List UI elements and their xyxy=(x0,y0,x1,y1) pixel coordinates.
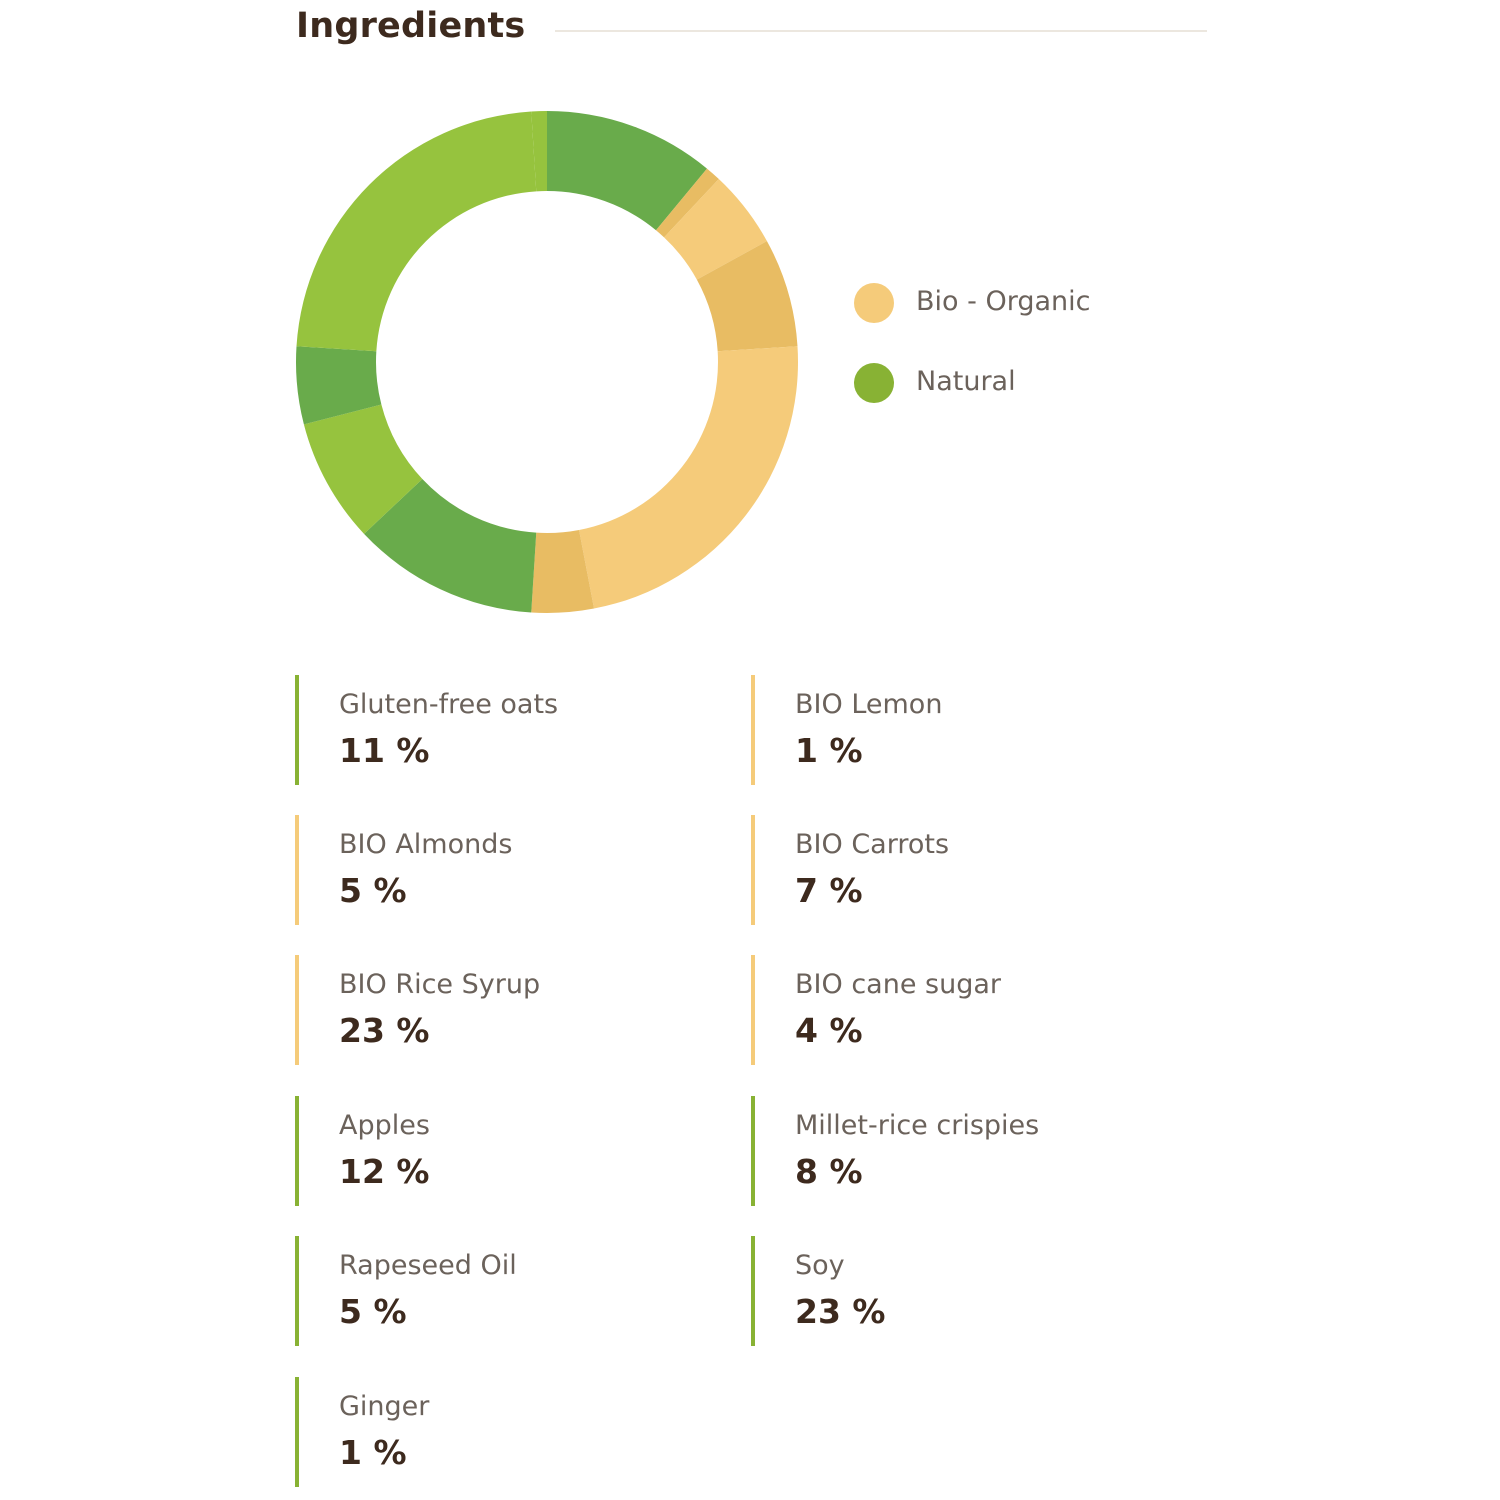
donut-slice-bio-carrots xyxy=(696,241,798,352)
donut-slice-bio-lemon xyxy=(655,168,719,238)
ingredient-percent: 1 % xyxy=(795,731,863,770)
category-bar xyxy=(295,1096,299,1206)
donut-slice-gluten-free-oats xyxy=(547,111,707,231)
ingredient-name: Ginger xyxy=(339,1391,430,1422)
ingredient-percent: 11 % xyxy=(339,731,430,770)
ingredient-percent: 8 % xyxy=(795,1152,863,1191)
category-bar xyxy=(751,815,755,925)
ingredient-name: Rapeseed Oil xyxy=(339,1250,517,1281)
ingredient-name: Apples xyxy=(339,1110,430,1141)
ingredient-item: Soy 23 % xyxy=(751,1236,1151,1346)
heading-divider xyxy=(555,30,1207,32)
ingredient-percent: 5 % xyxy=(339,871,407,910)
ingredient-percent: 4 % xyxy=(795,1011,863,1050)
section-heading: Ingredients xyxy=(296,6,526,46)
ingredient-name: BIO Lemon xyxy=(795,689,943,720)
donut-slice-apples xyxy=(364,479,537,613)
ingredient-name: BIO Almonds xyxy=(339,829,513,860)
legend-label-natural: Natural xyxy=(916,366,1016,397)
donut-slice-bio-almonds xyxy=(664,179,767,280)
ingredient-item: BIO cane sugar 4 % xyxy=(751,955,1151,1065)
ingredient-item: Ginger 1 % xyxy=(295,1377,695,1487)
ingredient-item: Apples 12 % xyxy=(295,1096,695,1206)
donut-slice-bio-rice-syrup xyxy=(579,346,799,609)
ingredient-name: Gluten-free oats xyxy=(339,689,559,720)
ingredient-name: BIO Rice Syrup xyxy=(339,969,541,1000)
ingredient-name: BIO Carrots xyxy=(795,829,950,860)
category-bar xyxy=(295,815,299,925)
donut-slice-ginger xyxy=(531,111,547,192)
donut-slice-millet-rice-crispies xyxy=(303,404,423,534)
legend-swatch-organic xyxy=(854,283,894,323)
ingredient-percent: 12 % xyxy=(339,1152,430,1191)
donut-slice-rapeseed-oil xyxy=(296,346,382,425)
category-bar xyxy=(751,955,755,1065)
ingredient-name: Millet-rice crispies xyxy=(795,1110,1040,1141)
ingredients-donut-chart xyxy=(296,111,799,613)
ingredient-item: Rapeseed Oil 5 % xyxy=(295,1236,695,1346)
ingredient-item: Millet-rice crispies 8 % xyxy=(751,1096,1151,1206)
legend-swatch-natural xyxy=(854,363,894,403)
ingredient-percent: 5 % xyxy=(339,1292,407,1331)
ingredient-item: BIO Almonds 5 % xyxy=(295,815,695,925)
ingredient-name: Soy xyxy=(795,1250,845,1281)
category-bar xyxy=(295,1377,299,1487)
category-bar xyxy=(751,675,755,785)
ingredient-item: Gluten-free oats 11 % xyxy=(295,675,695,785)
category-bar xyxy=(295,675,299,785)
category-bar xyxy=(751,1096,755,1206)
donut-slice-soy xyxy=(296,111,537,352)
ingredient-item: BIO Lemon 1 % xyxy=(751,675,1151,785)
ingredient-item: BIO Carrots 7 % xyxy=(751,815,1151,925)
legend-label-organic: Bio - Organic xyxy=(916,286,1091,317)
donut-slice-bio-cane-sugar xyxy=(531,529,595,613)
ingredient-percent: 23 % xyxy=(339,1011,430,1050)
ingredient-name: BIO cane sugar xyxy=(795,969,1001,1000)
ingredient-percent: 7 % xyxy=(795,871,863,910)
category-bar xyxy=(295,1236,299,1346)
ingredient-percent: 1 % xyxy=(339,1433,407,1472)
category-bar xyxy=(751,1236,755,1346)
ingredient-item: BIO Rice Syrup 23 % xyxy=(295,955,695,1065)
category-bar xyxy=(295,955,299,1065)
ingredient-percent: 23 % xyxy=(795,1292,886,1331)
